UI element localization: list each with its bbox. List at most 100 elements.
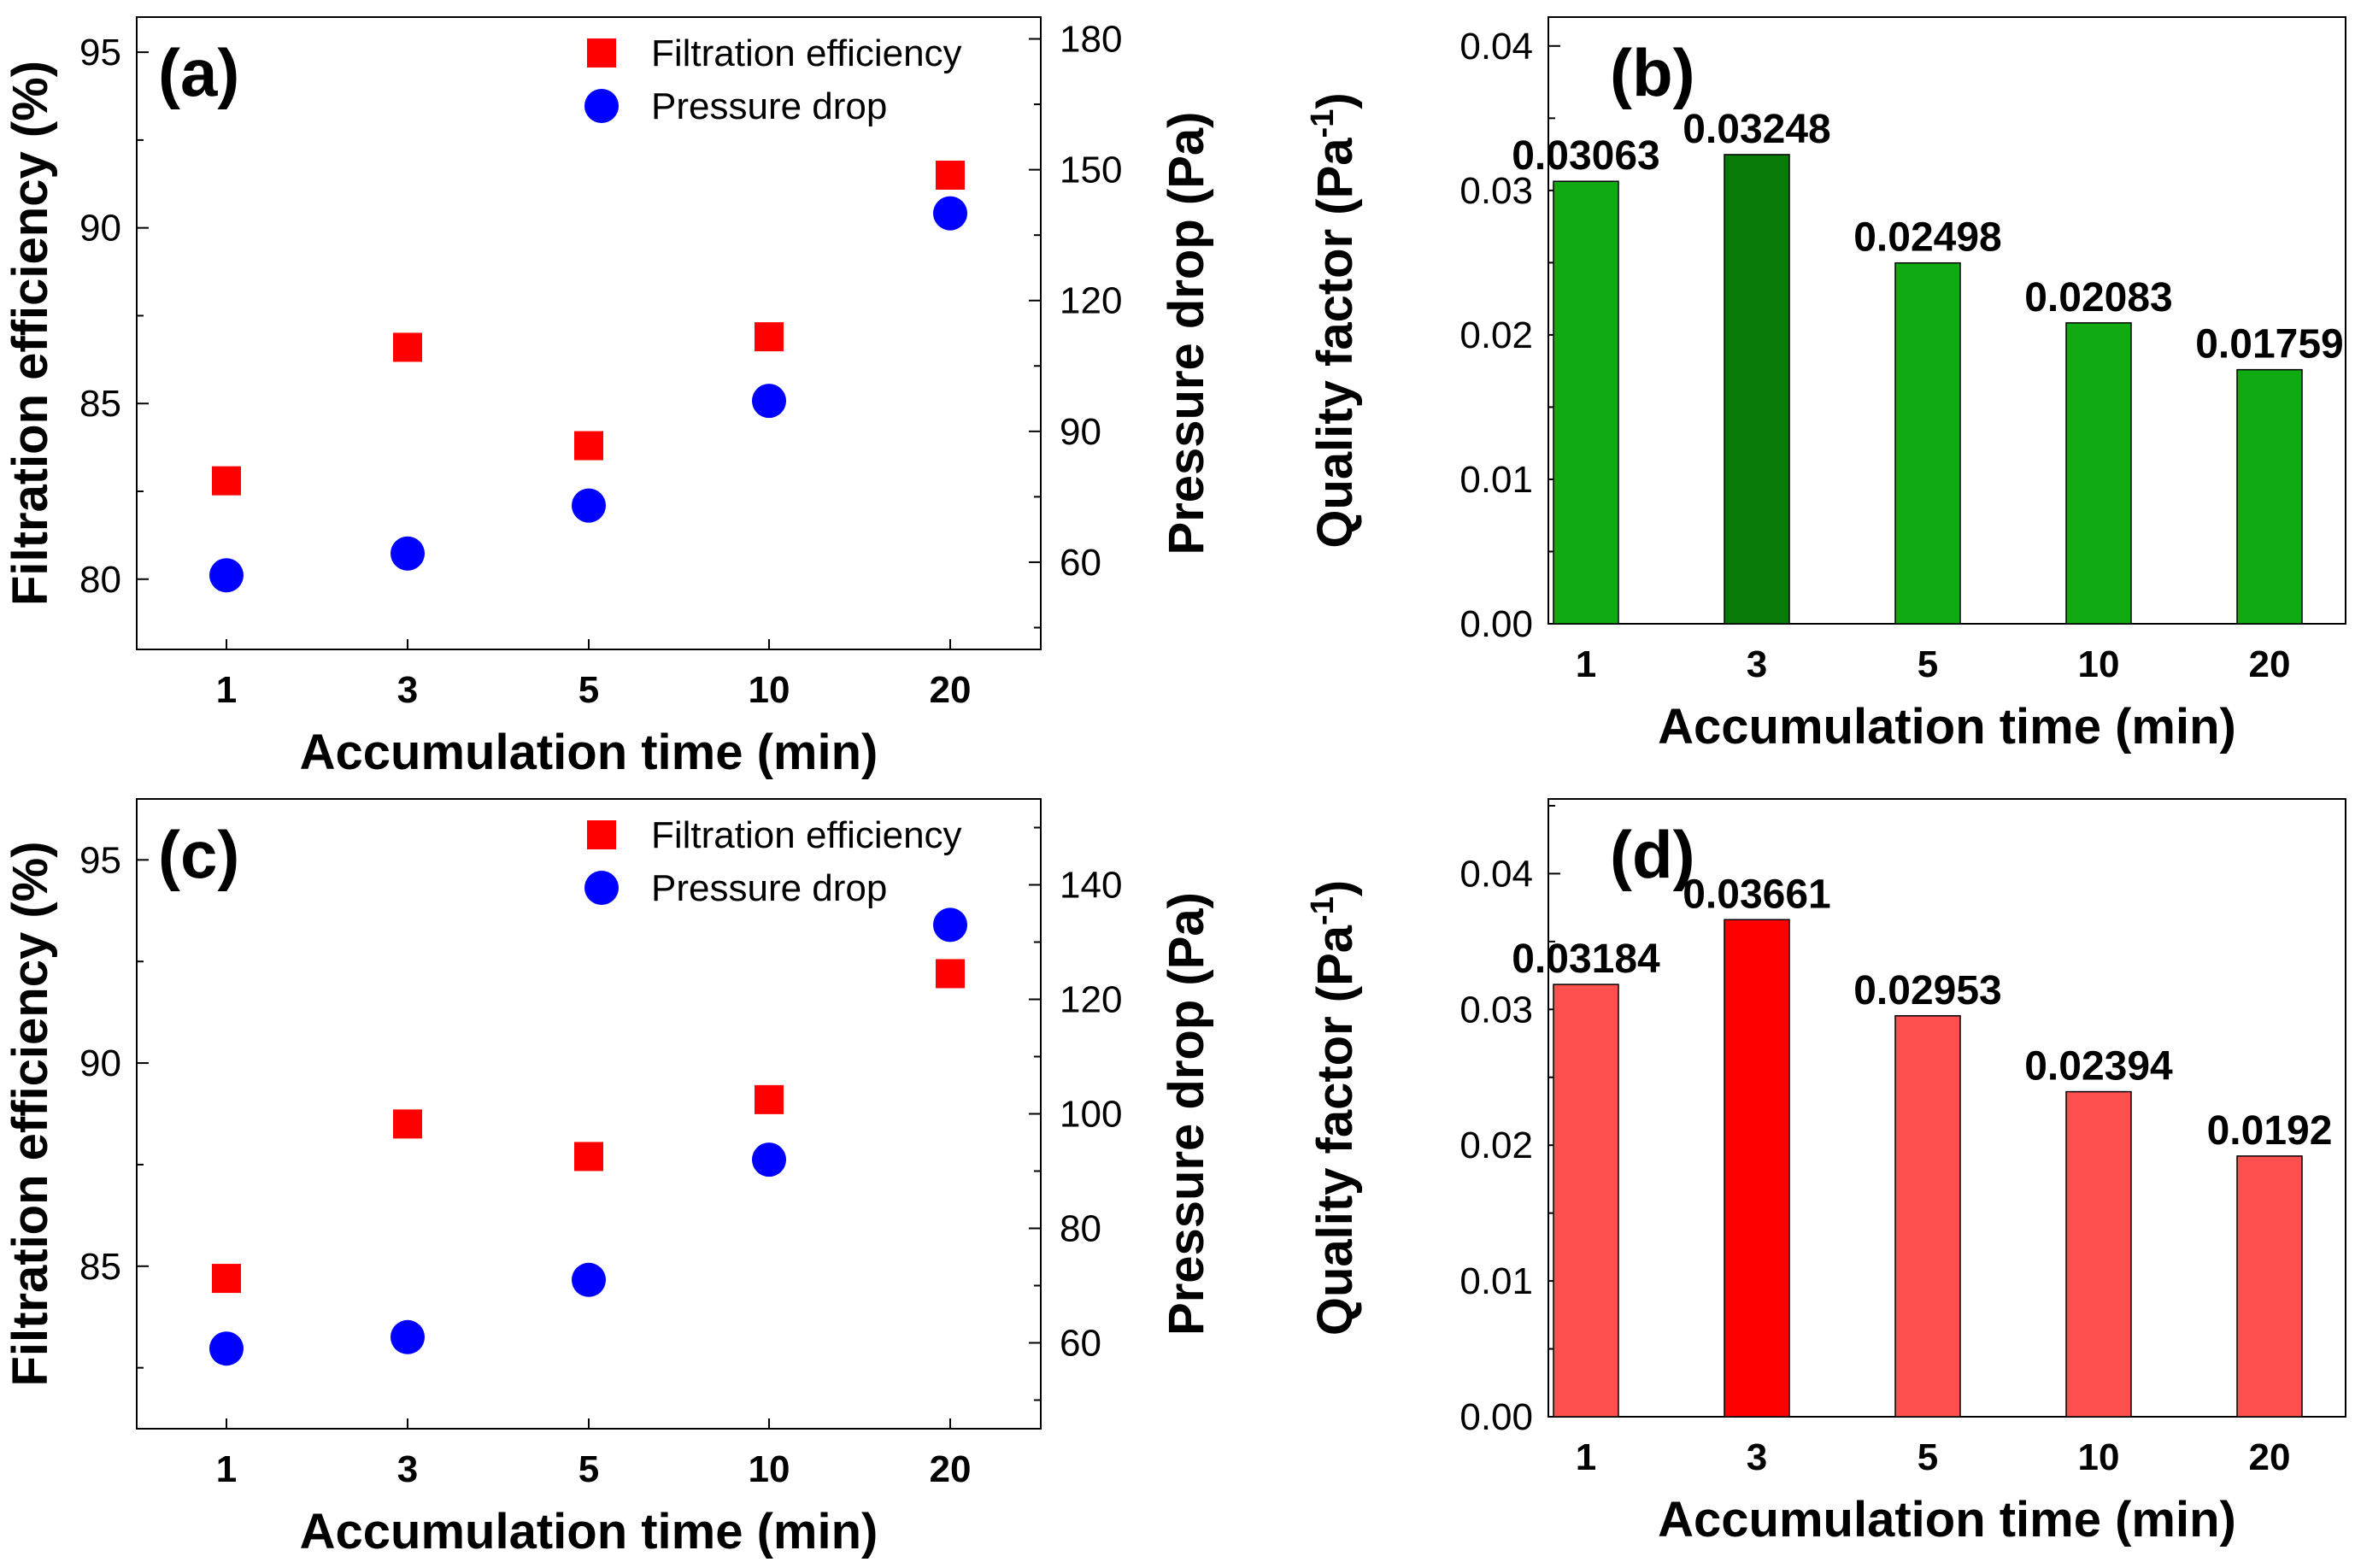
bar [1553,984,1619,1418]
pressure-drop-point [752,1142,786,1177]
bar-data-label: 0.02394 [2024,1044,2173,1089]
y-tick-label-left: 90 [79,208,121,250]
y-axis-title-left: Filtration efficiency (%) [3,841,58,1386]
bar-data-label: 0.03661 [1683,872,1831,917]
bar [2236,1155,2303,1418]
y-tick-label-right: 80 [1060,1208,1101,1250]
y-tick-label-left: 85 [79,383,121,425]
chart-d: (d) 1 3 5 10 20 Accumulation time (min) 0.00 0.0… [1305,798,2346,1547]
y-tick-label: 0.02 [1459,314,1533,356]
y-tick-label-right: 100 [1060,1094,1122,1136]
x-tick-label: 1 [1576,1436,1596,1478]
pressure-drop-point [933,907,967,943]
filtration-efficiency-point [574,431,603,461]
y-tick-label: 0.02 [1459,1125,1533,1166]
y-tick-label-left: 85 [79,1246,121,1288]
pressure-drop-point [933,196,967,231]
bar-data-label: 0.03184 [1512,937,1660,982]
y-tick-label-left: 95 [79,32,121,73]
y-tick-label-left: 90 [79,1042,121,1084]
x-tick-label: 3 [397,1448,418,1490]
y-tick-label: 0.04 [1459,26,1533,68]
pressure-drop-point [752,384,786,419]
y-tick-label-right: 60 [1060,1323,1101,1365]
panel-label: (c) [158,817,239,892]
y-tick-label: 0.00 [1459,1396,1533,1438]
pressure-drop-point [209,1331,244,1366]
bar-data-label: 0.03248 [1683,107,1831,152]
x-tick-label: 3 [397,669,418,711]
x-tick-label: 20 [2249,1436,2291,1478]
y-tick-label-right: 90 [1060,411,1101,453]
panel-label: (b) [1610,35,1695,110]
y-tick-label: 0.03 [1459,170,1533,212]
x-tick-label: 5 [578,669,599,711]
x-tick-label: 3 [1747,643,1767,685]
bar [1894,261,1961,625]
y-tick-label-right: 120 [1060,979,1122,1021]
y-tick-label: 0.00 [1459,603,1533,645]
bar [1894,1015,1961,1418]
bar-data-label: 0.02953 [1853,968,2002,1013]
legend-label: Pressure drop [651,85,887,127]
x-tick-label: 20 [930,669,972,711]
x-tick-label: 10 [2078,643,2120,685]
bar [1724,154,1790,625]
x-axis-title: Accumulation time (min) [300,725,878,780]
y-axis-title-left: Filtration efficiency (%) [3,61,58,606]
x-tick-label: 1 [216,669,237,711]
y-tick-label-right: 140 [1060,865,1122,907]
y-tick-label: 0.03 [1459,989,1533,1031]
filtration-efficiency-point [936,161,965,190]
bar-data-label: 0.02083 [2024,275,2173,320]
bar [1724,919,1790,1418]
filtration-efficiency-point [212,466,241,496]
bar-data-label: 0.0192 [2207,1108,2333,1154]
chart-c: (c) 1 3 5 10 20 Accumulation time (min) 85 90 95 6… [3,798,1214,1559]
x-tick-label: 1 [216,1448,237,1490]
pressure-drop-point [572,488,606,523]
x-tick-label: 10 [749,669,790,711]
y-tick-label-right: 120 [1060,280,1122,322]
pressure-drop-point [209,558,244,593]
y-tick-label-right: 60 [1060,542,1101,584]
y-axis-title-right: Pressure drop (Pa) [1159,112,1214,555]
x-tick-label: 5 [578,1448,599,1490]
panel-label: (d) [1610,817,1695,892]
bar [2065,322,2132,625]
y-tick-label-right: 180 [1060,19,1122,61]
x-tick-label: 20 [930,1448,972,1490]
legend-label: Pressure drop [651,867,887,909]
x-tick-label: 5 [1917,1436,1938,1478]
legend-label: Filtration efficiency [651,32,962,74]
x-axis-title: Accumulation time (min) [1658,1492,2236,1547]
y-tick-label: 0.04 [1459,853,1533,895]
y-tick-label-left: 80 [79,559,121,601]
x-tick-label: 20 [2249,643,2291,685]
bar [2065,1090,2132,1418]
y-tick-label-left: 95 [79,839,121,881]
bar [1553,180,1619,625]
x-tick-label: 10 [2078,1436,2120,1478]
x-tick-label: 5 [1917,643,1938,685]
filtration-efficiency-point [574,1142,603,1172]
y-tick-label: 0.01 [1459,459,1533,501]
x-tick-label: 3 [1747,1436,1767,1478]
x-axis-title: Accumulation time (min) [300,1504,878,1559]
y-axis-title: Quality factor (Pa-1) [1305,880,1363,1336]
legend-marker-circle [584,89,619,123]
pressure-drop-point [391,1319,425,1354]
pressure-drop-point [572,1262,606,1297]
legend-label: Filtration efficiency [651,814,962,856]
legend-marker-square [587,38,616,68]
bar-data-label: 0.03063 [1512,133,1660,179]
filtration-efficiency-point [936,959,965,989]
y-axis-title-right: Pressure drop (Pa) [1159,892,1214,1336]
y-tick-label-right: 150 [1060,150,1122,191]
filtration-efficiency-point [393,1109,422,1139]
panel-label: (a) [158,35,239,110]
x-tick-label: 1 [1576,643,1596,685]
y-tick-label: 0.01 [1459,1260,1533,1302]
